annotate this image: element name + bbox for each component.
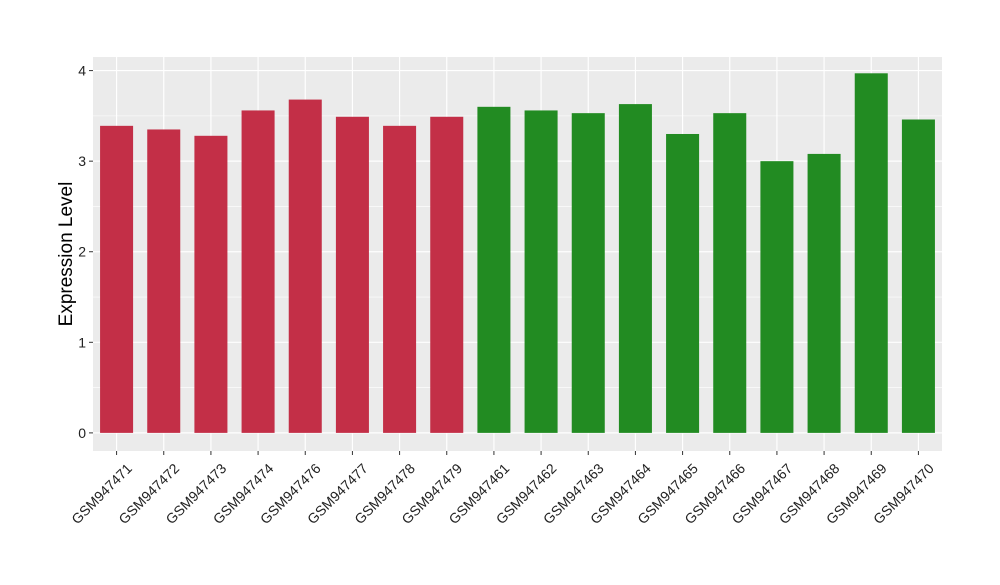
grid-minor [93, 115, 942, 388]
bar-GSM947463 [571, 113, 605, 433]
bar-GSM947467 [760, 161, 794, 433]
bar-GSM947466 [713, 113, 747, 433]
y-tick-label: 0 [78, 425, 86, 441]
bar-GSM947469 [854, 73, 888, 433]
bar-GSM947471 [100, 125, 134, 433]
y-tick-label: 4 [78, 63, 86, 79]
bar-GSM947468 [807, 153, 841, 433]
bar-GSM947472 [147, 129, 181, 433]
y-axis-label: Expression Level [56, 182, 77, 327]
bar-GSM947473 [194, 135, 228, 433]
plot-panel [93, 57, 942, 451]
y-tick-label: 2 [78, 244, 86, 260]
bar-GSM947476 [288, 99, 322, 433]
bar-GSM947477 [335, 116, 369, 433]
bar-GSM947479 [430, 116, 464, 433]
bar-GSM947465 [666, 133, 700, 433]
bars [100, 73, 935, 433]
bar-GSM947461 [477, 106, 511, 433]
bar-GSM947474 [241, 110, 275, 433]
y-axis: 0 1 2 3 4 [78, 63, 93, 441]
bar-GSM947470 [901, 119, 935, 433]
bar-GSM947462 [524, 110, 558, 433]
y-tick-label: 3 [78, 153, 86, 169]
bar-GSM947464 [618, 104, 652, 433]
bar-GSM947478 [383, 125, 417, 433]
y-tick-label: 1 [78, 334, 86, 350]
x-axis: GSM947471GSM947472GSM947473GSM947474GSM9… [68, 451, 937, 527]
